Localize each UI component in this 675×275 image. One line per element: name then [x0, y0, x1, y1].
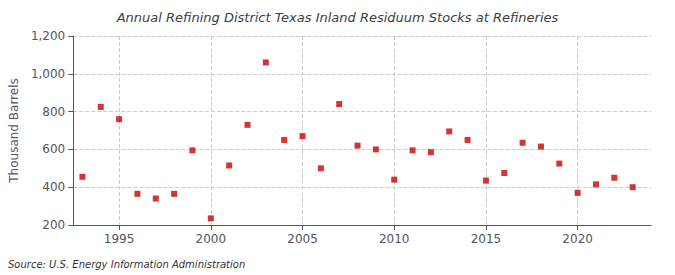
svg-text:600: 600 — [42, 142, 65, 156]
svg-text:2010: 2010 — [379, 232, 410, 246]
svg-text:1,200: 1,200 — [31, 29, 65, 43]
svg-text:2020: 2020 — [562, 232, 593, 246]
svg-text:800: 800 — [42, 105, 65, 119]
svg-text:2000: 2000 — [196, 232, 227, 246]
svg-text:Annual Refining District Texas: Annual Refining District Texas Inland Re… — [116, 10, 559, 25]
svg-text:1995: 1995 — [104, 232, 135, 246]
svg-text:Thousand Barrels: Thousand Barrels — [7, 78, 21, 183]
svg-text:1,000: 1,000 — [31, 67, 65, 81]
svg-text:400: 400 — [42, 180, 65, 194]
svg-text:200: 200 — [42, 218, 65, 232]
svg-text:Source: U.S. Energy Informatio: Source: U.S. Energy Information Administ… — [8, 259, 245, 270]
svg-text:2005: 2005 — [287, 232, 318, 246]
svg-text:2015: 2015 — [471, 232, 502, 246]
